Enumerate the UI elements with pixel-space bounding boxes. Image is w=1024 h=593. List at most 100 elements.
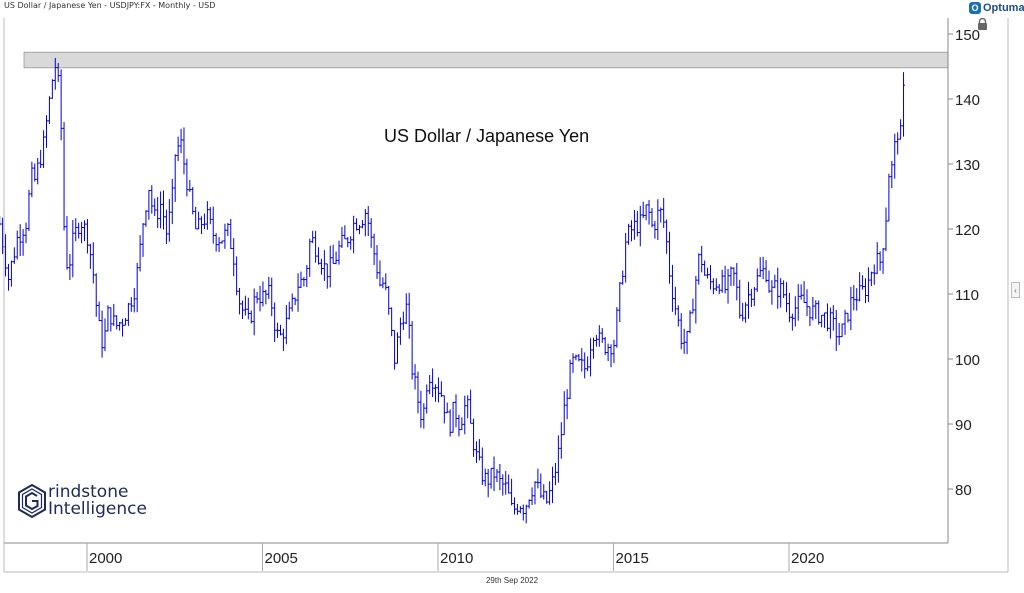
- ohlc-bar: [591, 337, 595, 359]
- ohlc-bar: [416, 371, 420, 414]
- ohlc-bar: [355, 218, 359, 231]
- ohlc-bar: [419, 390, 423, 428]
- ohlc-bar: [103, 318, 107, 351]
- y-tick-label: 150: [955, 27, 980, 44]
- ohlc-bar: [0, 215, 2, 226]
- ohlc-bar: [641, 201, 645, 219]
- ohlc-bar: [331, 244, 335, 264]
- hexagon-g-icon: [18, 484, 46, 518]
- x-tick-label: 2010: [440, 550, 473, 567]
- ohlc-bar: [97, 301, 101, 322]
- ohlc-bar: [205, 201, 209, 230]
- ohlc-bar: [866, 267, 870, 303]
- ohlc-bar: [445, 402, 449, 414]
- ohlc-bar: [223, 223, 227, 249]
- ohlc-bar: [477, 439, 481, 461]
- ohlc-bar: [861, 275, 865, 290]
- ohlc-bar: [782, 280, 786, 299]
- ohlc-bar: [390, 307, 394, 337]
- ohlc-bar: [153, 198, 157, 217]
- ohlc-bar: [12, 247, 16, 264]
- x-tick-label: 2000: [89, 550, 122, 567]
- ohlc-bar: [346, 237, 350, 248]
- ohlc-bar: [173, 154, 177, 202]
- ohlc-bar: [776, 267, 780, 309]
- grindstone-logo: rindstone Intelligence: [18, 484, 147, 518]
- ohlc-bar: [755, 268, 759, 292]
- ohlc-bar: [902, 72, 906, 137]
- ohlc-bar: [442, 395, 446, 424]
- ohlc-bar: [630, 220, 633, 242]
- ohlc-bar: [647, 200, 651, 225]
- ohlc-bar: [77, 222, 81, 239]
- ohlc-bar: [849, 286, 853, 331]
- ohlc-bar: [536, 468, 540, 489]
- ohlc-bar: [501, 474, 505, 496]
- ohlc-bar: [200, 216, 204, 235]
- ohlc-bar: [121, 318, 125, 337]
- ohlc-bar: [62, 122, 66, 231]
- ohlc-bar: [56, 63, 60, 82]
- ohlc-bar: [396, 332, 399, 364]
- ohlc-bar: [249, 310, 253, 324]
- ohlc-bar: [875, 242, 879, 275]
- ohlc-bar: [36, 157, 40, 185]
- ohlc-bar: [735, 262, 739, 301]
- ohlc-bar: [144, 210, 148, 227]
- ohlc-bar: [317, 247, 321, 265]
- ohlc-bar: [349, 236, 353, 250]
- ohlc-bar: [565, 389, 569, 420]
- ohlc-bar: [843, 309, 847, 335]
- ohlc-bar: [787, 292, 791, 323]
- y-tick-label: 130: [955, 157, 980, 174]
- ohlc-bar: [486, 469, 490, 498]
- ohlc-bar: [24, 222, 28, 244]
- ohlc-bar: [83, 220, 87, 242]
- ohlc-bar: [583, 352, 587, 379]
- ohlc-bar: [281, 328, 285, 352]
- chevron-left-icon[interactable]: ‹: [1011, 282, 1020, 298]
- ohlc-bar: [720, 269, 724, 293]
- ohlc-bar: [314, 230, 318, 263]
- ohlc-bar: [527, 499, 531, 509]
- ohlc-bar: [823, 312, 827, 328]
- ohlc-bar: [197, 211, 201, 230]
- resistance-band: [23, 51, 949, 69]
- ohlc-bar: [580, 348, 584, 372]
- ohlc-bar: [30, 161, 34, 198]
- ohlc-bar: [893, 133, 897, 179]
- brand-line-1: rindstone: [48, 482, 129, 502]
- ohlc-bar: [682, 328, 686, 354]
- ohlc-bar: [495, 469, 499, 483]
- ohlc-bar: [474, 441, 478, 463]
- ohlc-bar: [834, 310, 838, 351]
- ohlc-bar: [267, 276, 271, 300]
- ohlc-bar: [33, 163, 37, 182]
- ohlc-bar: [273, 302, 277, 343]
- ohlc-bar: [422, 403, 426, 429]
- ohlc-bar: [878, 251, 882, 271]
- lock-icon[interactable]: [977, 18, 988, 30]
- ohlc-bar: [627, 223, 631, 245]
- ohlc-bar: [559, 422, 563, 459]
- ohlc-bar: [202, 213, 206, 230]
- ohlc-bar: [6, 263, 10, 291]
- ohlc-bar: [518, 506, 522, 514]
- ohlc-bar: [515, 503, 519, 515]
- ohlc-bar: [665, 219, 669, 254]
- ohlc-bar: [747, 281, 750, 319]
- ohlc-bar: [805, 289, 809, 317]
- ohlc-bar: [676, 305, 680, 327]
- ohlc-bar: [577, 354, 581, 362]
- ohlc-bar: [741, 302, 745, 322]
- ohlc-bar: [638, 205, 642, 247]
- ohlc-bar: [606, 343, 610, 361]
- ohlc-bar: [238, 287, 242, 315]
- ohlc-bar: [287, 301, 291, 320]
- ohlc-bar: [568, 359, 572, 400]
- ohlc-bar: [393, 330, 397, 370]
- ohlc-bar: [858, 272, 862, 302]
- ohlc-bar: [691, 298, 695, 314]
- ohlc-bar: [413, 364, 417, 390]
- ohlc-bar: [290, 293, 294, 312]
